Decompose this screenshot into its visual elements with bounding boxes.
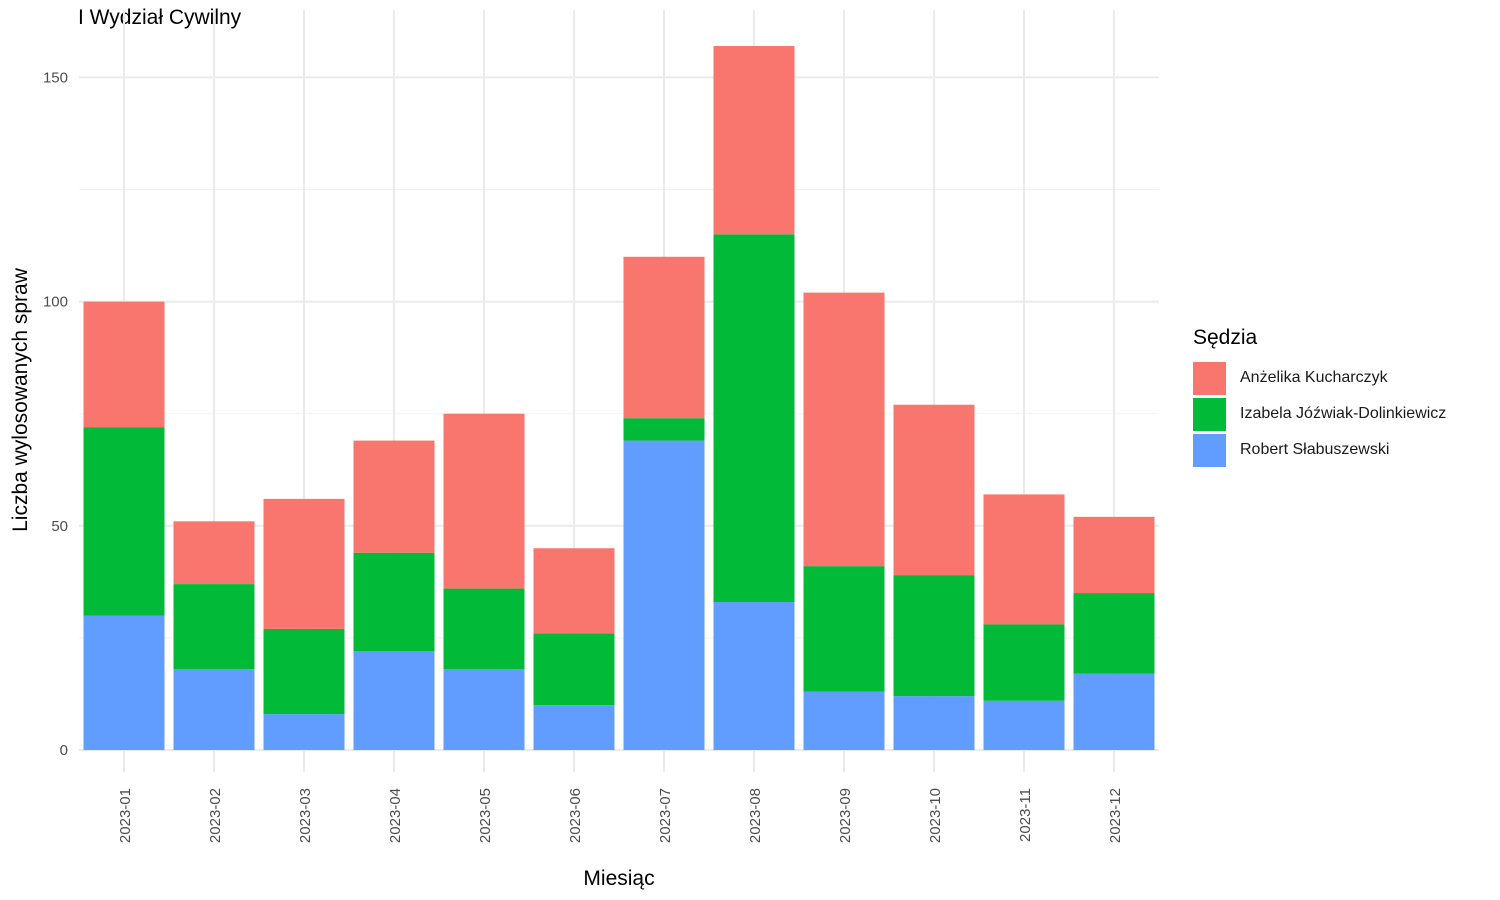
bar-segment (533, 633, 615, 706)
legend-label: Izabela Jóźwiak-Dolinkiewicz (1240, 405, 1447, 422)
legend-swatch (1193, 361, 1226, 395)
bar-segment (803, 292, 885, 567)
legend-label: Anżelika Kucharczyk (1240, 369, 1388, 386)
x-tick-label: 2023-08 (747, 788, 764, 843)
bar-segment (443, 588, 525, 670)
y-tick-label: 0 (60, 742, 68, 759)
bar-segment (173, 669, 255, 750)
x-tick-label: 2023-10 (927, 788, 944, 843)
bar-segment (83, 427, 165, 616)
x-axis: 2023-01 2023-02 2023-03 2023-04 2023-05 2023-… (117, 788, 1124, 843)
bar-segment (893, 696, 975, 750)
x-tick-label: 2023-12 (1107, 788, 1124, 843)
y-axis-title: Liczba wylosowanych spraw (9, 267, 32, 532)
bar-segment (1073, 673, 1155, 750)
bars (83, 46, 1155, 750)
x-axis-title: Miesiąc (583, 867, 654, 890)
bar-segment (83, 301, 165, 428)
bar-segment (803, 566, 885, 692)
y-tick-label: 100 (43, 294, 68, 311)
x-tick-label: 2023-05 (477, 788, 494, 843)
legend-swatch (1193, 397, 1226, 431)
bar-segment (623, 440, 705, 750)
bar-segment (623, 418, 705, 441)
chart-title: I Wydział Cywilny (78, 6, 242, 29)
bar-segment (173, 584, 255, 670)
bar-segment (263, 714, 345, 750)
x-tick-label: 2023-03 (297, 788, 314, 843)
bar-segment (713, 602, 795, 750)
legend-swatch (1193, 433, 1226, 467)
legend: Sędzia Anżelika Kucharczyk Izabela Jóźwi… (1193, 326, 1446, 468)
bar-segment (263, 628, 345, 715)
x-tick-label: 2023-06 (567, 788, 584, 843)
y-tick-label: 50 (51, 518, 68, 535)
x-tick-label: 2023-09 (837, 788, 854, 843)
x-tick-label: 2023-04 (387, 788, 404, 843)
bar-segment (983, 494, 1065, 625)
bar-segment (1073, 516, 1155, 594)
y-tick-label: 150 (43, 69, 68, 86)
bar-segment (353, 651, 435, 750)
bar-segment (983, 624, 1065, 701)
bar-segment (533, 705, 615, 750)
bar-segment (353, 440, 435, 553)
bar-segment (803, 691, 885, 750)
bar-segment (983, 700, 1065, 750)
x-tick-label: 2023-01 (117, 788, 134, 843)
y-axis: 0 50 100 150 (43, 69, 68, 759)
bar-segment (443, 669, 525, 750)
legend-label: Robert Słabuszewski (1240, 441, 1390, 458)
bar-segment (713, 46, 795, 235)
bar-segment (443, 413, 525, 589)
bar-segment (893, 575, 975, 697)
x-tick-label: 2023-02 (207, 788, 224, 843)
legend-item: Robert Słabuszewski (1193, 432, 1446, 468)
legend-item: Anżelika Kucharczyk (1193, 360, 1446, 396)
bar-segment (173, 521, 255, 585)
bar-segment (353, 552, 435, 652)
bar-segment (713, 234, 795, 603)
bar-segment (623, 256, 705, 419)
bar-segment (533, 548, 615, 634)
bar-segment (1073, 593, 1155, 674)
x-tick-label: 2023-11 (1017, 788, 1034, 842)
legend-item: Izabela Jóźwiak-Dolinkiewicz (1193, 396, 1446, 432)
bar-segment (83, 615, 165, 750)
bar-segment (263, 498, 345, 629)
x-tick-label: 2023-07 (657, 788, 674, 843)
legend-title: Sędzia (1193, 326, 1258, 349)
bar-segment (893, 404, 975, 576)
